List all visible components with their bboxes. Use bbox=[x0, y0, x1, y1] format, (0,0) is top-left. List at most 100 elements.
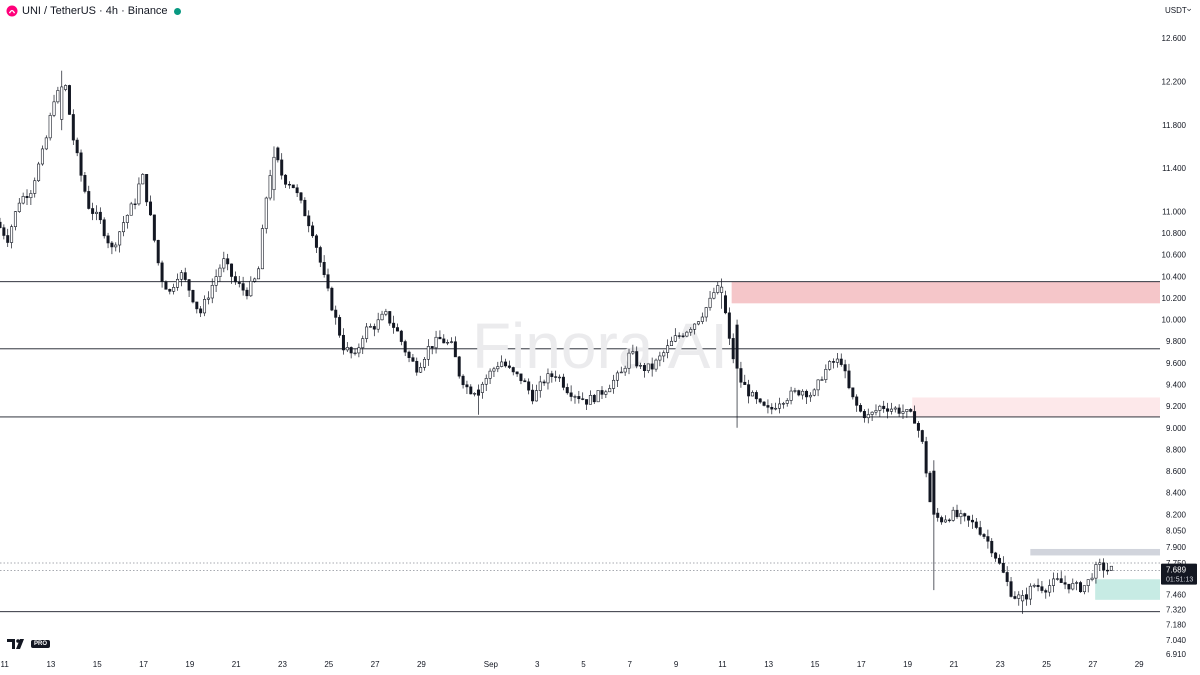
candle-body bbox=[488, 370, 492, 379]
tradingview-logo[interactable]: PRO bbox=[7, 639, 51, 649]
candle-body bbox=[793, 390, 797, 392]
candle-body bbox=[812, 389, 816, 396]
supply-zone-upper bbox=[731, 281, 1160, 304]
candle-body bbox=[862, 411, 866, 419]
candle-body bbox=[758, 398, 762, 403]
candle-body bbox=[805, 390, 809, 398]
candle-body bbox=[1109, 565, 1113, 571]
candle-body bbox=[639, 365, 643, 367]
candle-body bbox=[79, 152, 83, 176]
candle-body bbox=[507, 365, 511, 368]
candle-body bbox=[37, 163, 41, 182]
candle-body bbox=[361, 338, 365, 349]
levels-layer bbox=[0, 281, 1160, 613]
candle-body bbox=[835, 358, 839, 363]
candle-body bbox=[407, 351, 411, 358]
pro-badge: PRO bbox=[31, 640, 51, 648]
candle-body bbox=[222, 258, 226, 269]
candle-body bbox=[349, 347, 353, 354]
price-tick-label: 9.600 bbox=[1166, 359, 1187, 368]
candle-body bbox=[604, 391, 608, 395]
candle-body bbox=[527, 381, 531, 391]
candle-body bbox=[696, 321, 700, 325]
exchange-label: Binance bbox=[127, 5, 168, 17]
candle-body bbox=[284, 174, 288, 185]
candle-body bbox=[986, 536, 990, 542]
candle-body bbox=[909, 409, 913, 412]
candle-body bbox=[573, 396, 577, 398]
candle-body bbox=[878, 405, 882, 411]
candle-body bbox=[179, 272, 183, 280]
candle-body bbox=[206, 297, 210, 300]
candle-body bbox=[149, 201, 152, 216]
candle-body bbox=[754, 392, 758, 400]
candle-body bbox=[600, 390, 604, 395]
candle-body bbox=[75, 139, 79, 154]
symbol-header[interactable]: UNI / TetherUS · 4h · Binance bbox=[6, 4, 181, 18]
time-tick-label: 27 bbox=[1088, 660, 1097, 669]
candle-body bbox=[982, 534, 986, 537]
candle-body bbox=[932, 470, 936, 515]
candle-body bbox=[1009, 581, 1013, 597]
time-tick-label: 17 bbox=[139, 660, 148, 669]
candle-body bbox=[1001, 563, 1005, 573]
candle-body bbox=[828, 361, 832, 370]
candle-body bbox=[291, 184, 295, 189]
candle-body bbox=[322, 261, 326, 275]
interval-label: 4h bbox=[105, 5, 119, 17]
candle-body bbox=[955, 509, 959, 518]
chevron-down-icon bbox=[1186, 8, 1191, 12]
candle-body bbox=[60, 86, 64, 120]
time-axis[interactable]: 11 13 15 17 19 21 23 25 27 29 Sep 3 5 7 9 11 13 15 17 19 21 2… bbox=[0, 660, 1144, 669]
candle-body bbox=[874, 410, 878, 413]
candle-body bbox=[542, 381, 546, 384]
candle-body bbox=[1032, 584, 1036, 587]
candle-body bbox=[901, 411, 905, 414]
candle-body bbox=[230, 263, 234, 277]
candle-body bbox=[2, 227, 6, 236]
candle-body bbox=[276, 147, 280, 161]
candle-body bbox=[357, 347, 361, 354]
price-tick-label: 12.600 bbox=[1162, 34, 1187, 43]
candle-body bbox=[843, 364, 847, 372]
candle-body bbox=[388, 311, 392, 324]
candle-body bbox=[615, 372, 619, 381]
candle-body bbox=[465, 384, 469, 388]
candle-body bbox=[689, 328, 693, 333]
candle-body bbox=[631, 351, 635, 354]
price-tick-label: 10.600 bbox=[1162, 251, 1187, 260]
candle-body bbox=[210, 285, 214, 299]
candle-body bbox=[666, 345, 670, 353]
candle-body bbox=[450, 341, 453, 343]
candle-body bbox=[913, 411, 917, 424]
currency-button[interactable]: USDT bbox=[1162, 3, 1194, 17]
candle-body bbox=[411, 357, 415, 362]
price-axis[interactable]: 12.600 12.200 11.800 11.400 11.000 10.800 10.6… bbox=[1162, 34, 1187, 659]
candle-body bbox=[739, 368, 743, 383]
candle-body bbox=[612, 379, 616, 389]
candle-body bbox=[121, 222, 125, 233]
candle-body bbox=[747, 384, 751, 397]
candle-body bbox=[44, 137, 48, 150]
resistance-band bbox=[1030, 548, 1160, 556]
candle-body bbox=[504, 361, 508, 367]
candle-body bbox=[469, 386, 473, 395]
candle-body bbox=[951, 509, 955, 521]
candle-body bbox=[693, 323, 697, 330]
candle-body bbox=[723, 295, 727, 314]
candle-body bbox=[743, 381, 747, 385]
candle-body bbox=[778, 403, 782, 409]
candle-body bbox=[897, 407, 901, 414]
price-tick-label: 7.180 bbox=[1166, 621, 1187, 630]
candle-body bbox=[967, 515, 971, 521]
candle-body bbox=[658, 355, 662, 361]
candle-body bbox=[264, 197, 268, 229]
time-tick-label: 15 bbox=[811, 660, 820, 669]
candle-body bbox=[98, 211, 102, 221]
candle-body bbox=[380, 313, 384, 321]
time-tick-label: 7 bbox=[628, 660, 633, 669]
candle-body bbox=[940, 517, 944, 523]
price-tick-label: 8.800 bbox=[1166, 445, 1187, 454]
candle-body bbox=[1106, 569, 1110, 572]
